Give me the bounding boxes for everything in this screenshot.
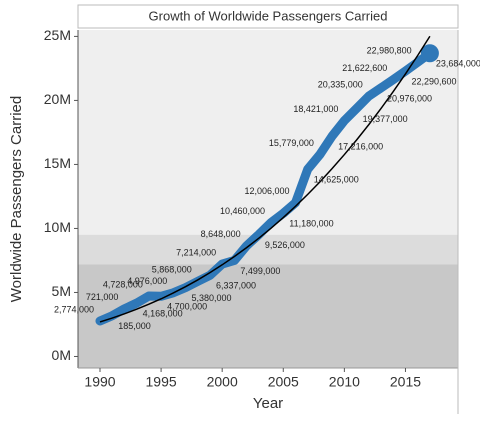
x-tick-label: 1995 — [146, 374, 177, 390]
y-tick-label: 20M — [44, 91, 71, 107]
data-label: 4,976,000 — [127, 276, 167, 286]
y-tick-label: 5M — [52, 283, 71, 299]
x-tick-label: 2010 — [329, 374, 360, 390]
data-line — [95, 48, 435, 326]
x-tick-label: 2000 — [207, 374, 238, 390]
reference-band — [78, 264, 458, 368]
data-label: 721,000 — [86, 292, 119, 302]
data-label: 4,168,000 — [143, 308, 183, 318]
y-tick-label: 15M — [44, 155, 71, 171]
data-label: 18,421,000 — [293, 104, 338, 114]
end-point — [420, 44, 439, 63]
data-label: 17,216,000 — [338, 141, 383, 151]
data-label: 2,774,000 — [54, 304, 94, 314]
data-label: 20,976,000 — [387, 93, 432, 103]
x-tick-label: 1990 — [84, 374, 115, 390]
data-label: 23,684,000 — [436, 59, 480, 69]
data-label: 8,648,000 — [201, 229, 241, 239]
y-axis-title: Worldwide Passengers Carried — [8, 96, 25, 302]
data-label: 7,499,000 — [240, 266, 280, 276]
title-box — [77, 4, 459, 29]
y-tick-label: 25M — [44, 27, 71, 43]
data-label: 19,377,000 — [363, 114, 408, 124]
x-axis-title: Year — [253, 395, 283, 412]
data-label: 15,779,000 — [269, 138, 314, 148]
trend-line — [99, 35, 431, 323]
data-label: 20,335,000 — [318, 80, 363, 90]
data-label: 14,625,000 — [314, 175, 359, 185]
data-label: 4,700,000 — [167, 302, 207, 312]
data-label: 5,868,000 — [152, 265, 192, 275]
data-label: 7,214,000 — [176, 247, 216, 257]
data-label: 10,460,000 — [220, 206, 265, 216]
x-tick-label: 2005 — [268, 374, 299, 390]
data-label: 22,290,600 — [411, 76, 456, 86]
data-label: 12,006,000 — [244, 186, 289, 196]
data-label: 11,180,000 — [289, 219, 333, 229]
chart-title: Growth of Worldwide Passengers Carried — [149, 8, 388, 23]
y-tick-label: 10M — [44, 219, 71, 235]
data-label: 22,980,800 — [367, 46, 412, 56]
data-label: 9,526,000 — [265, 240, 305, 250]
reference-band — [78, 234, 458, 265]
data-label: 5,380,000 — [192, 293, 232, 303]
data-label: 185,000 — [118, 321, 151, 331]
data-label: 4,728,000 — [103, 279, 143, 289]
x-tick-label: 2015 — [390, 374, 421, 390]
y-tick-label: 0M — [52, 347, 71, 363]
data-label: 6,337,000 — [216, 281, 256, 291]
data-label: 21,622,600 — [342, 63, 387, 73]
